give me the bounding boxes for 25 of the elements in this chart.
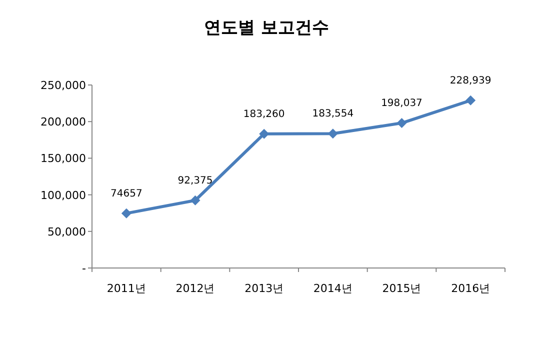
y-tick-label: 250,000	[40, 79, 86, 92]
x-tick-label: 2013년	[244, 282, 284, 295]
x-tick-label: 2014년	[313, 282, 352, 295]
data-label: 228,939	[450, 75, 492, 86]
y-tick-label: 50,000	[48, 225, 86, 238]
y-tick-label: 100,000	[40, 188, 86, 202]
data-label: 183,554	[312, 108, 354, 120]
point	[259, 128, 270, 139]
y-tick-label: -	[82, 262, 86, 275]
data-label: 74657	[110, 188, 142, 200]
point	[190, 195, 200, 206]
y-tick-label: 150,000	[40, 152, 86, 166]
data-label: 183,260	[243, 108, 285, 120]
y-tick-label: 200,000	[40, 116, 86, 129]
chart-title: 연도별 보고건수	[204, 18, 329, 38]
x-tick-label: 2016년	[451, 282, 490, 295]
point	[466, 95, 476, 106]
x-tick-label: 2011년	[106, 282, 146, 295]
point	[328, 128, 338, 139]
data-label: 92,375	[178, 175, 213, 186]
x-tick-label: 2012년	[176, 282, 215, 295]
point	[396, 118, 407, 128]
x-tick-label: 2015년	[382, 282, 422, 295]
point	[121, 208, 132, 218]
data-label: 198,037	[381, 98, 422, 110]
